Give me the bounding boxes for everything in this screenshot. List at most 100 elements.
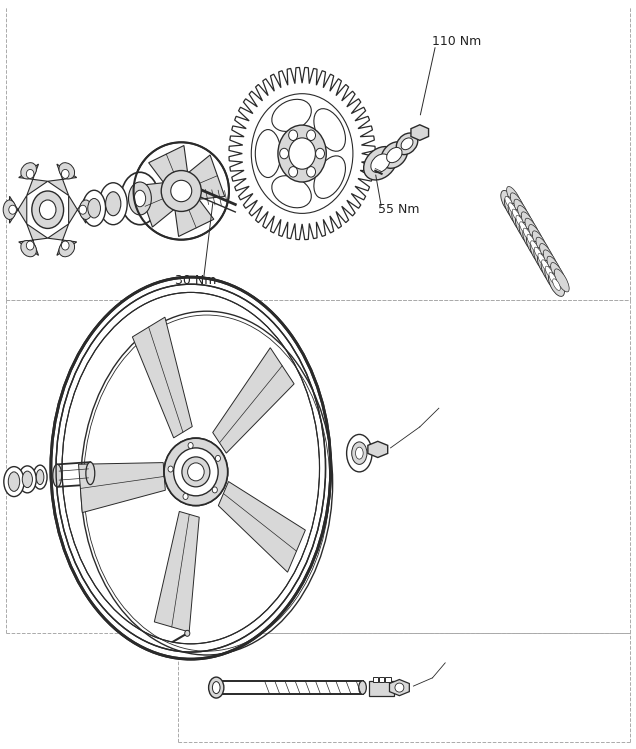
Polygon shape [138, 182, 177, 227]
Polygon shape [218, 482, 305, 572]
Circle shape [62, 169, 69, 178]
Ellipse shape [59, 163, 74, 179]
Polygon shape [18, 224, 48, 255]
Ellipse shape [549, 273, 556, 284]
Polygon shape [379, 677, 384, 682]
Ellipse shape [523, 228, 531, 240]
Ellipse shape [356, 447, 363, 459]
Ellipse shape [536, 237, 551, 260]
Ellipse shape [255, 130, 280, 178]
Ellipse shape [537, 254, 553, 277]
Ellipse shape [21, 163, 36, 179]
Ellipse shape [278, 125, 326, 182]
Polygon shape [212, 348, 294, 453]
Ellipse shape [212, 682, 220, 694]
Polygon shape [69, 195, 86, 224]
Ellipse shape [395, 683, 404, 692]
Ellipse shape [174, 448, 218, 496]
Polygon shape [155, 512, 199, 632]
Ellipse shape [209, 677, 224, 698]
Polygon shape [186, 155, 225, 200]
Ellipse shape [542, 260, 550, 271]
Ellipse shape [106, 192, 121, 216]
Ellipse shape [352, 442, 367, 464]
Ellipse shape [18, 466, 36, 493]
Ellipse shape [51, 277, 331, 659]
Circle shape [184, 631, 190, 637]
Ellipse shape [519, 222, 535, 246]
Circle shape [26, 241, 34, 250]
Ellipse shape [507, 187, 522, 210]
Ellipse shape [314, 109, 345, 151]
Ellipse shape [134, 190, 146, 207]
Circle shape [183, 494, 188, 500]
Text: 30 Nm: 30 Nm [175, 274, 216, 288]
Ellipse shape [164, 438, 228, 506]
Ellipse shape [516, 216, 523, 227]
Ellipse shape [3, 200, 16, 219]
Circle shape [26, 169, 34, 178]
Ellipse shape [22, 471, 32, 488]
Ellipse shape [251, 94, 353, 213]
Ellipse shape [512, 209, 520, 221]
Ellipse shape [516, 216, 532, 240]
Circle shape [39, 200, 56, 219]
Circle shape [212, 487, 218, 493]
Polygon shape [149, 145, 188, 187]
Ellipse shape [510, 192, 525, 216]
Ellipse shape [534, 247, 550, 271]
Circle shape [168, 466, 173, 472]
Polygon shape [132, 317, 192, 438]
Ellipse shape [170, 181, 192, 201]
Circle shape [315, 148, 324, 159]
Circle shape [9, 205, 17, 214]
Polygon shape [10, 195, 27, 224]
Ellipse shape [504, 197, 520, 220]
Ellipse shape [553, 279, 560, 291]
Circle shape [212, 487, 218, 493]
Circle shape [289, 130, 298, 141]
Ellipse shape [527, 234, 535, 246]
Ellipse shape [509, 203, 516, 214]
Ellipse shape [532, 231, 547, 254]
Ellipse shape [381, 142, 408, 169]
Ellipse shape [518, 205, 532, 228]
Polygon shape [229, 67, 375, 240]
Ellipse shape [121, 172, 159, 225]
Circle shape [289, 166, 298, 177]
Text: 110 Nm: 110 Nm [432, 34, 481, 48]
Ellipse shape [4, 467, 24, 497]
Ellipse shape [59, 240, 74, 257]
Ellipse shape [525, 218, 540, 241]
Ellipse shape [545, 267, 561, 290]
Ellipse shape [529, 225, 544, 248]
Ellipse shape [364, 147, 397, 180]
Ellipse shape [347, 434, 372, 472]
Ellipse shape [80, 200, 92, 219]
Ellipse shape [67, 300, 314, 636]
Ellipse shape [272, 176, 311, 207]
Ellipse shape [99, 183, 127, 225]
Ellipse shape [53, 464, 62, 487]
Ellipse shape [396, 133, 418, 154]
Ellipse shape [523, 228, 539, 252]
Ellipse shape [540, 243, 555, 267]
Ellipse shape [36, 470, 44, 485]
Circle shape [188, 443, 193, 449]
Ellipse shape [548, 273, 565, 297]
Polygon shape [373, 677, 378, 682]
Ellipse shape [182, 457, 210, 487]
Ellipse shape [164, 438, 228, 506]
Ellipse shape [371, 154, 390, 172]
Ellipse shape [83, 190, 106, 226]
Circle shape [280, 148, 289, 159]
Ellipse shape [534, 247, 542, 258]
Polygon shape [18, 164, 48, 195]
Ellipse shape [128, 182, 151, 215]
Ellipse shape [520, 222, 527, 234]
Ellipse shape [551, 263, 565, 285]
Polygon shape [48, 224, 77, 255]
Ellipse shape [530, 241, 546, 264]
Ellipse shape [134, 142, 229, 240]
Ellipse shape [174, 448, 218, 496]
